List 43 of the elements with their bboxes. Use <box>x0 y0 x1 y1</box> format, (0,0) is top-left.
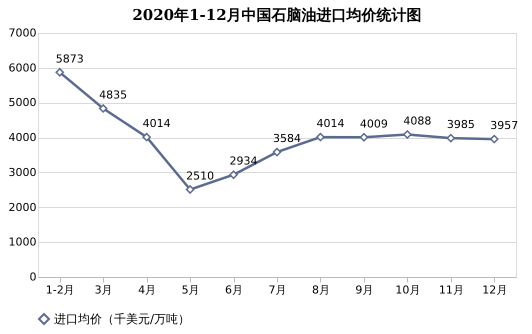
legend-label: 进口均价（千美元/万吨） <box>54 312 190 326</box>
y-tick-label: 7000 <box>8 26 36 40</box>
point <box>186 185 194 194</box>
point <box>446 134 456 142</box>
y-tick-label: 3000 <box>8 166 36 179</box>
data-label: 4014 <box>316 117 344 130</box>
x-tick-label: 8月 <box>312 284 330 296</box>
point <box>316 132 325 142</box>
data-label: 2934 <box>230 154 258 168</box>
data-label: 3584 <box>273 132 301 146</box>
point <box>360 132 368 142</box>
y-tick-label: 6000 <box>8 61 36 74</box>
data-label: 3957 <box>490 119 518 132</box>
x-tick-label: 11月 <box>438 284 464 296</box>
y-tick-label: 2000 <box>8 200 36 214</box>
point <box>272 148 282 156</box>
data-label: 4088 <box>403 114 432 128</box>
y-tick-label: 1000 <box>8 236 36 249</box>
data-label: 3985 <box>446 118 475 132</box>
data-label: 4014 <box>142 117 171 130</box>
point <box>98 104 108 113</box>
x-tick-label: 5月 <box>182 284 200 296</box>
data-label: 5873 <box>56 52 84 66</box>
data-label: 2510 <box>186 170 214 183</box>
data-label: 4835 <box>99 88 128 102</box>
y-tick-label: 0 <box>30 270 36 284</box>
x-tick-label: 7月 <box>268 284 286 296</box>
y-tick-label: 4000 <box>8 131 36 144</box>
x-tick-label: 12月 <box>482 284 508 296</box>
point <box>229 170 238 180</box>
x-tick-label: 1-2月 <box>46 284 75 296</box>
x-tick-label: 4月 <box>138 284 156 296</box>
x-tick-label: 3月 <box>94 284 113 296</box>
x-tick-label: 10月 <box>395 284 420 296</box>
data-label: 4009 <box>360 117 388 130</box>
x-tick-label: 6月 <box>225 284 244 296</box>
chart-title: 2020年1-12月中国石脑油进口均价统计图 <box>132 6 422 24</box>
point <box>55 68 64 77</box>
x-tick-label: 9月 <box>355 284 374 296</box>
point <box>403 130 412 139</box>
y-tick-label: 5000 <box>8 96 36 110</box>
point <box>490 134 499 144</box>
point <box>142 132 151 142</box>
